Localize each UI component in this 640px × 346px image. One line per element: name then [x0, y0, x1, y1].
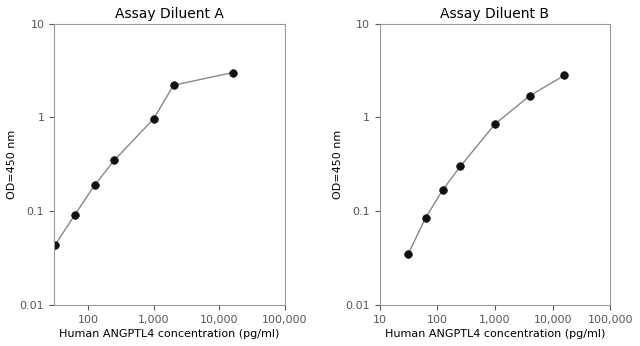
X-axis label: Human ANGPTL4 concentration (pg/ml): Human ANGPTL4 concentration (pg/ml)	[385, 329, 605, 339]
Y-axis label: OD=450 nm: OD=450 nm	[333, 130, 342, 199]
X-axis label: Human ANGPTL4 concentration (pg/ml): Human ANGPTL4 concentration (pg/ml)	[60, 329, 280, 339]
Title: Assay Diluent A: Assay Diluent A	[115, 7, 224, 21]
Y-axis label: OD=450 nm: OD=450 nm	[7, 130, 17, 199]
Title: Assay Diluent B: Assay Diluent B	[440, 7, 550, 21]
